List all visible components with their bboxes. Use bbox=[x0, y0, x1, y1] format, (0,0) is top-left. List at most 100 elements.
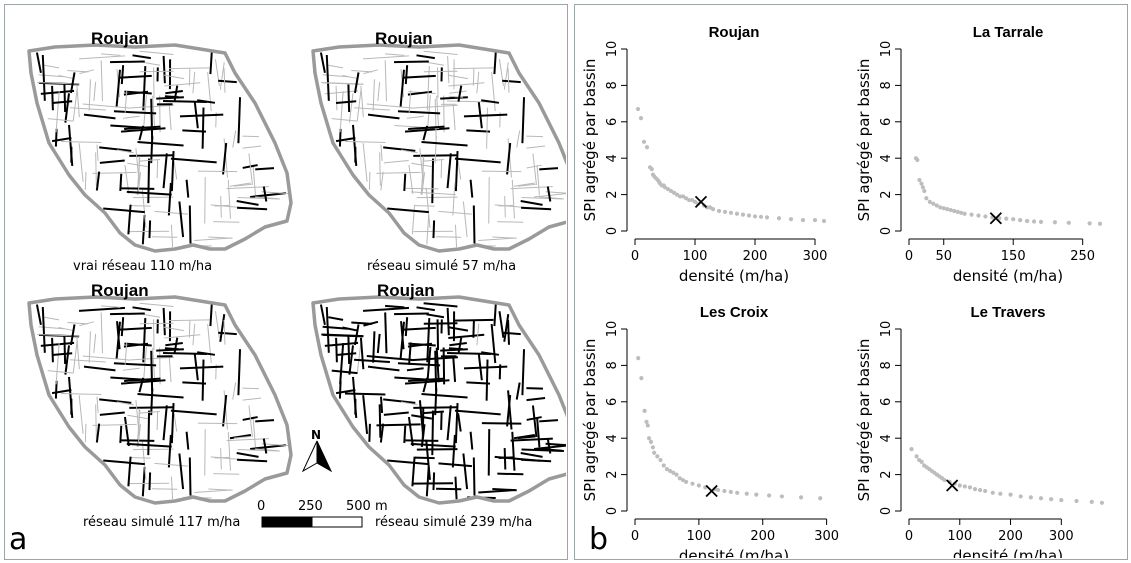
network-segment bbox=[347, 84, 351, 113]
parcel-boundary bbox=[84, 423, 87, 442]
scatter-point bbox=[744, 491, 749, 496]
parcel-boundary bbox=[84, 171, 87, 190]
parcel-boundary bbox=[127, 162, 148, 168]
network-segment bbox=[197, 351, 216, 356]
scatter-point bbox=[998, 491, 1003, 496]
parcel-boundary bbox=[163, 74, 185, 80]
network-segment bbox=[237, 97, 242, 144]
y-tick-label: 6 bbox=[605, 118, 620, 126]
parcel-boundary bbox=[362, 143, 368, 182]
network-segment bbox=[262, 186, 268, 202]
y-tick-label: 6 bbox=[879, 398, 894, 406]
parcel-boundary bbox=[406, 115, 424, 119]
x-tick-label: 0 bbox=[905, 529, 913, 544]
panel-a-letter: a bbox=[9, 522, 28, 557]
scatter-point bbox=[821, 218, 827, 224]
scatter-point bbox=[779, 494, 785, 499]
map-3-caption: réseau simulé 117 m/ha bbox=[83, 515, 241, 530]
network-segment bbox=[506, 142, 512, 175]
network-segment bbox=[366, 355, 413, 361]
scatter-point bbox=[764, 215, 770, 220]
parcel-boundary bbox=[335, 85, 338, 111]
parcel-boundary bbox=[526, 145, 546, 149]
parcel-boundary bbox=[356, 340, 362, 373]
parcel-boundary bbox=[232, 130, 237, 148]
network-segment bbox=[120, 317, 125, 337]
scale-label-500: 500 m bbox=[346, 499, 388, 514]
map-2 bbox=[311, 43, 566, 253]
parcel-boundary bbox=[55, 342, 60, 385]
y-tick-label: 4 bbox=[605, 434, 620, 442]
y-axis-label: SPI agrégé par bassin bbox=[855, 59, 873, 222]
network-segment bbox=[411, 456, 416, 487]
parcel-boundary bbox=[457, 161, 462, 180]
scatter-point bbox=[915, 157, 920, 163]
observed-network-marker bbox=[989, 212, 1002, 225]
network-segment bbox=[162, 55, 166, 84]
y-tick-label: 10 bbox=[605, 321, 620, 338]
parcel-boundary bbox=[452, 182, 456, 216]
parcel-boundary bbox=[220, 448, 222, 470]
observed-network-marker bbox=[694, 195, 708, 209]
network-segment bbox=[463, 113, 508, 118]
scatter-point bbox=[683, 479, 689, 484]
network-segment bbox=[164, 95, 180, 99]
scatter-point bbox=[767, 493, 772, 498]
network-segment bbox=[354, 324, 360, 346]
parcel-boundary bbox=[139, 322, 174, 325]
parcel-boundary bbox=[88, 79, 91, 111]
network-segment bbox=[403, 425, 407, 443]
panel-a-maps: Roujan Roujan Roujan Roujan vrai réseau … bbox=[4, 4, 568, 560]
network-segment bbox=[99, 146, 132, 152]
parcel-boundary bbox=[345, 141, 386, 143]
watershed-outline bbox=[27, 43, 293, 253]
y-tick-label: 0 bbox=[879, 227, 894, 235]
scatter-point bbox=[658, 457, 663, 463]
parcel-boundary bbox=[410, 191, 456, 196]
network-segment bbox=[404, 65, 409, 85]
network-segment bbox=[421, 393, 468, 399]
network-segment bbox=[521, 458, 552, 463]
scatter-point bbox=[788, 217, 794, 222]
network-segment bbox=[201, 359, 205, 401]
network-segment bbox=[148, 472, 152, 491]
network-segment bbox=[526, 397, 546, 402]
parcel-boundary bbox=[339, 90, 344, 133]
scatter-point bbox=[1018, 217, 1023, 223]
scatter-point bbox=[1074, 498, 1079, 504]
network-segment bbox=[170, 157, 217, 164]
parcel-boundary bbox=[137, 424, 142, 447]
network-segment bbox=[95, 423, 101, 443]
network-segment bbox=[446, 405, 452, 441]
network-segment bbox=[478, 489, 516, 494]
parcel-boundary bbox=[214, 204, 230, 207]
marker-stroke bbox=[946, 479, 959, 492]
parcel-boundary bbox=[476, 323, 480, 346]
parcel-boundary bbox=[498, 59, 504, 86]
scatter-point bbox=[677, 194, 683, 199]
network-segment bbox=[426, 313, 445, 319]
parcel-boundary bbox=[545, 191, 566, 194]
scatter-point bbox=[715, 487, 721, 493]
network-segment bbox=[137, 393, 184, 399]
network-segment bbox=[51, 85, 54, 111]
network-segment bbox=[376, 333, 381, 354]
parcel-boundary bbox=[163, 326, 185, 332]
network-segment bbox=[426, 346, 432, 380]
scatter-point bbox=[924, 196, 929, 201]
parcel-boundary bbox=[498, 204, 514, 207]
parcel-boundary bbox=[454, 224, 458, 248]
network-segment bbox=[150, 388, 154, 416]
parcel-boundary bbox=[423, 70, 458, 73]
network-segment bbox=[335, 337, 338, 363]
parcel-boundary bbox=[351, 70, 373, 73]
scatter-point bbox=[644, 145, 650, 150]
map-2-title: Roujan bbox=[375, 29, 433, 48]
parcel-boundary bbox=[223, 319, 226, 345]
scatter-point bbox=[642, 408, 647, 413]
scatter-point bbox=[650, 445, 655, 450]
network-segment bbox=[173, 85, 179, 102]
scatter-point bbox=[716, 208, 722, 214]
network-segment bbox=[414, 456, 435, 460]
network-segment bbox=[137, 141, 184, 147]
